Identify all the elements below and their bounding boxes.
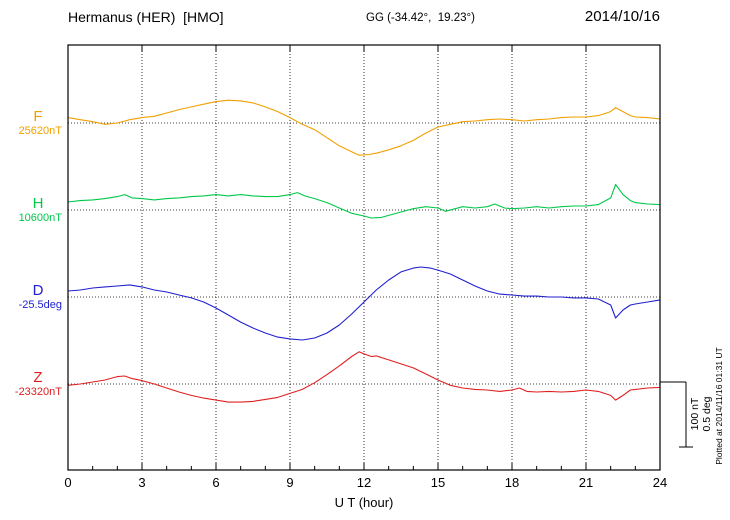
series-baseline-Z: -23320nT	[14, 386, 62, 398]
scale-nt-label: 100 nT	[689, 397, 701, 431]
station-title: Hermanus (HER) [HMO]	[68, 9, 224, 25]
x-tick-label: 12	[357, 475, 371, 490]
x-tick-label: 24	[653, 475, 667, 490]
x-tick-label: 9	[286, 475, 293, 490]
series-baseline-H: 10600nT	[18, 212, 62, 224]
trace-F	[67, 99, 661, 156]
series-baseline-F: 25620nT	[18, 125, 62, 137]
x-tick-label: 21	[579, 475, 593, 490]
series-label-Z: Z -23320nT	[0, 370, 62, 399]
plot-border	[67, 44, 661, 471]
series-letter-F: F	[33, 108, 43, 125]
series-baseline-D: -25.5deg	[18, 299, 62, 311]
geographic-coords: GG (-34.42°, 19.23°)	[366, 12, 475, 24]
series-label-D: D -25.5deg	[0, 283, 62, 312]
scale-deg-label: 0.5 deg	[701, 396, 713, 432]
trace-Z	[67, 351, 661, 403]
x-tick-label: 15	[431, 475, 445, 490]
series-label-F: F 25620nT	[0, 109, 62, 138]
x-tick-label: 18	[505, 475, 519, 490]
series-letter-H: H	[32, 195, 44, 212]
date-label: 2014/10/16	[584, 8, 660, 25]
series-letter-D: D	[32, 282, 44, 299]
plotted-at-note: Plotted at 2014/11/16 01:31 UT	[714, 347, 724, 465]
series-label-H: H 10600nT	[0, 196, 62, 225]
scale-bar-labels: 100 nT 0.5 deg	[689, 389, 713, 439]
x-tick-label: 3	[138, 475, 145, 490]
trace-H	[67, 183, 661, 219]
trace-D	[67, 266, 661, 341]
series-letter-Z: Z	[33, 369, 43, 386]
x-tick-label: 6	[212, 475, 219, 490]
x-axis-label: U T (hour)	[334, 495, 394, 510]
x-tick-label: 0	[64, 475, 71, 490]
